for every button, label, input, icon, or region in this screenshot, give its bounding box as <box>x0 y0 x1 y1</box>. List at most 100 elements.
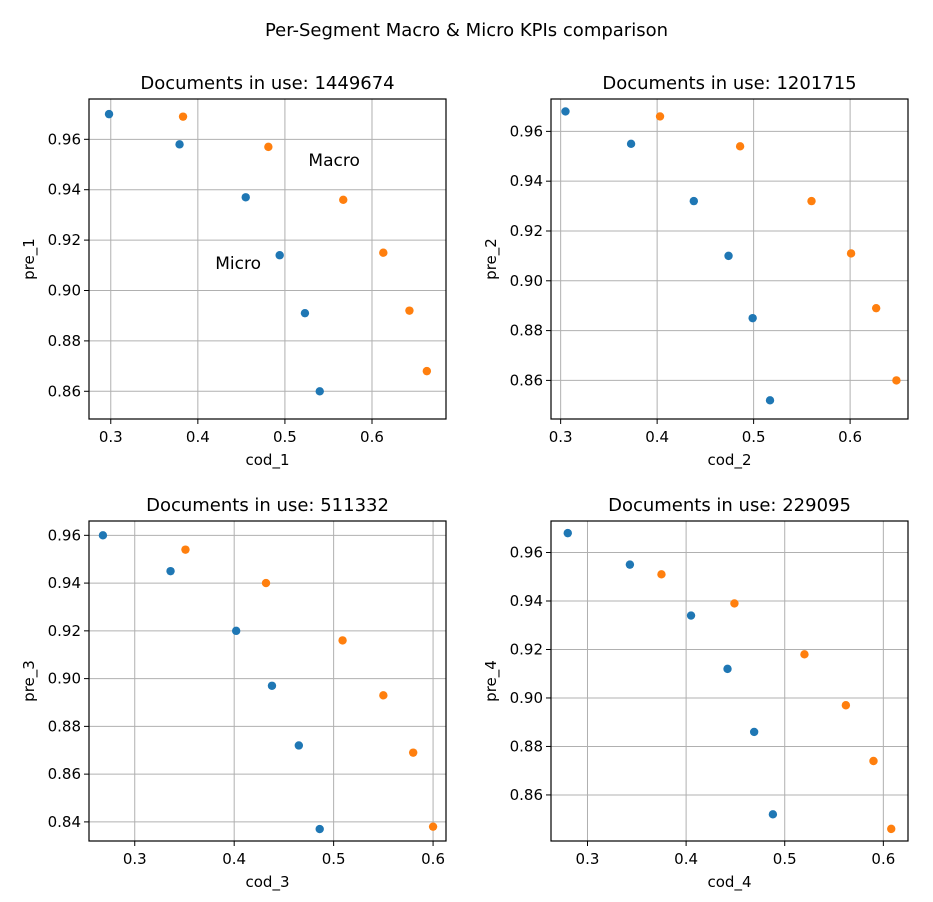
data-point <box>264 142 273 152</box>
grid <box>551 99 908 419</box>
scatter-panel-4: Documents in use: 229095 0.3 0.4 0.5 0.6 0.86… <box>482 495 909 892</box>
y-tick-label: 0.90 <box>48 670 81 688</box>
grid <box>551 521 908 841</box>
data-point <box>686 611 696 620</box>
panel-title: Documents in use: 1201715 <box>602 73 856 94</box>
series-2 <box>655 112 901 385</box>
grid <box>89 99 446 419</box>
data-point <box>689 196 698 206</box>
data-point <box>869 756 878 766</box>
y-tick-label: 0.88 <box>48 717 81 735</box>
y-tick-label: 0.96 <box>510 544 543 562</box>
data-point <box>166 566 175 576</box>
y-tick-label: 0.92 <box>510 222 543 240</box>
data-point <box>294 741 304 750</box>
series-1 <box>104 109 324 396</box>
data-point <box>231 626 241 636</box>
data-point <box>892 376 901 385</box>
y-tick-label: 0.88 <box>510 322 543 340</box>
x-tick-label: 0.5 <box>742 428 766 446</box>
x-tick-label: 0.5 <box>273 428 297 446</box>
y-axis-label: pre_1 <box>20 238 39 280</box>
annotation-label: Micro <box>215 254 261 274</box>
y-tick-label: 0.96 <box>510 122 543 140</box>
ticks: 0.3 0.4 0.5 0.6 0.86 0.88 0.90 0.92 0.94 0.96 <box>48 130 384 446</box>
x-axis-label: cod_4 <box>708 873 752 892</box>
data-point <box>561 107 570 116</box>
y-tick-label: 0.96 <box>48 130 81 148</box>
data-point <box>405 306 414 315</box>
scatter-panel-2: Documents in use: 1201715 0.3 0.4 0.5 0.6 0.8… <box>482 73 909 470</box>
data-point <box>846 249 856 258</box>
data-point <box>104 109 114 119</box>
data-point <box>887 824 896 834</box>
data-point <box>379 248 388 257</box>
data-point <box>765 396 775 405</box>
data-point <box>339 195 348 204</box>
y-tick-label: 0.94 <box>510 172 543 190</box>
x-axis-label: cod_2 <box>708 451 752 470</box>
y-tick-label: 0.86 <box>48 382 81 400</box>
data-point <box>315 824 324 834</box>
scatter-panel-1: Documents in use: 1449674 0.3 0.4 0.5 0.6 0.8… <box>20 73 447 470</box>
x-tick-label: 0.6 <box>360 428 384 446</box>
data-point <box>626 139 636 149</box>
data-point <box>178 112 188 121</box>
series-2 <box>657 570 896 834</box>
series-1 <box>563 528 778 819</box>
y-tick-label: 0.92 <box>48 622 81 640</box>
ticks: 0.3 0.4 0.5 0.6 0.86 0.88 0.90 0.92 0.94 0.96 <box>510 122 862 446</box>
plot-frame <box>88 98 447 420</box>
data-point <box>748 313 757 323</box>
data-point <box>275 251 284 260</box>
y-tick-label: 0.92 <box>510 640 543 658</box>
x-tick-label: 0.5 <box>773 850 797 868</box>
x-axis-label: cod_1 <box>246 451 290 470</box>
data-point <box>807 196 816 206</box>
data-point <box>379 691 388 700</box>
x-axis-label: cod_3 <box>246 873 290 892</box>
data-point <box>422 366 432 376</box>
y-tick-label: 0.88 <box>48 332 81 350</box>
data-point <box>800 650 809 659</box>
x-tick-label: 0.4 <box>645 428 669 446</box>
data-point <box>735 142 745 151</box>
y-tick-label: 0.96 <box>48 526 81 544</box>
plot-frame <box>88 520 447 842</box>
x-tick-label: 0.6 <box>871 850 895 868</box>
x-tick-label: 0.4 <box>222 850 246 868</box>
figure-title: Per-Segment Macro & Micro KPIs compariso… <box>264 20 669 41</box>
x-tick-label: 0.3 <box>99 428 123 446</box>
data-point <box>338 636 347 645</box>
y-tick-label: 0.84 <box>48 813 81 831</box>
x-tick-label: 0.3 <box>549 428 573 446</box>
grid <box>89 521 446 841</box>
data-point <box>768 810 778 819</box>
data-point <box>841 701 851 710</box>
x-tick-label: 0.3 <box>576 850 600 868</box>
series-2 <box>178 112 432 376</box>
plot-frame <box>550 98 909 420</box>
x-tick-label: 0.6 <box>421 850 445 868</box>
y-tick-label: 0.86 <box>510 371 543 389</box>
panel-title: Documents in use: 1449674 <box>140 73 394 94</box>
x-tick-label: 0.4 <box>674 850 698 868</box>
plot-frame <box>550 520 909 842</box>
data-point <box>241 193 250 202</box>
data-point <box>749 727 759 737</box>
data-point <box>267 681 277 690</box>
y-tick-label: 0.90 <box>510 689 543 707</box>
ticks: 0.3 0.4 0.5 0.6 0.86 0.88 0.90 0.92 0.94 0.96 <box>510 544 896 868</box>
data-point <box>428 822 438 831</box>
data-point <box>175 140 184 149</box>
data-point <box>655 112 665 121</box>
data-point <box>408 748 418 757</box>
data-point <box>730 599 739 608</box>
ticks: 0.3 0.4 0.5 0.6 0.84 0.86 0.88 0.90 0.92 0.94 0.96 <box>48 526 445 868</box>
data-point <box>871 303 881 313</box>
data-point <box>657 570 666 579</box>
y-tick-label: 0.90 <box>48 281 81 299</box>
data-point <box>315 387 324 396</box>
data-point <box>181 545 190 554</box>
